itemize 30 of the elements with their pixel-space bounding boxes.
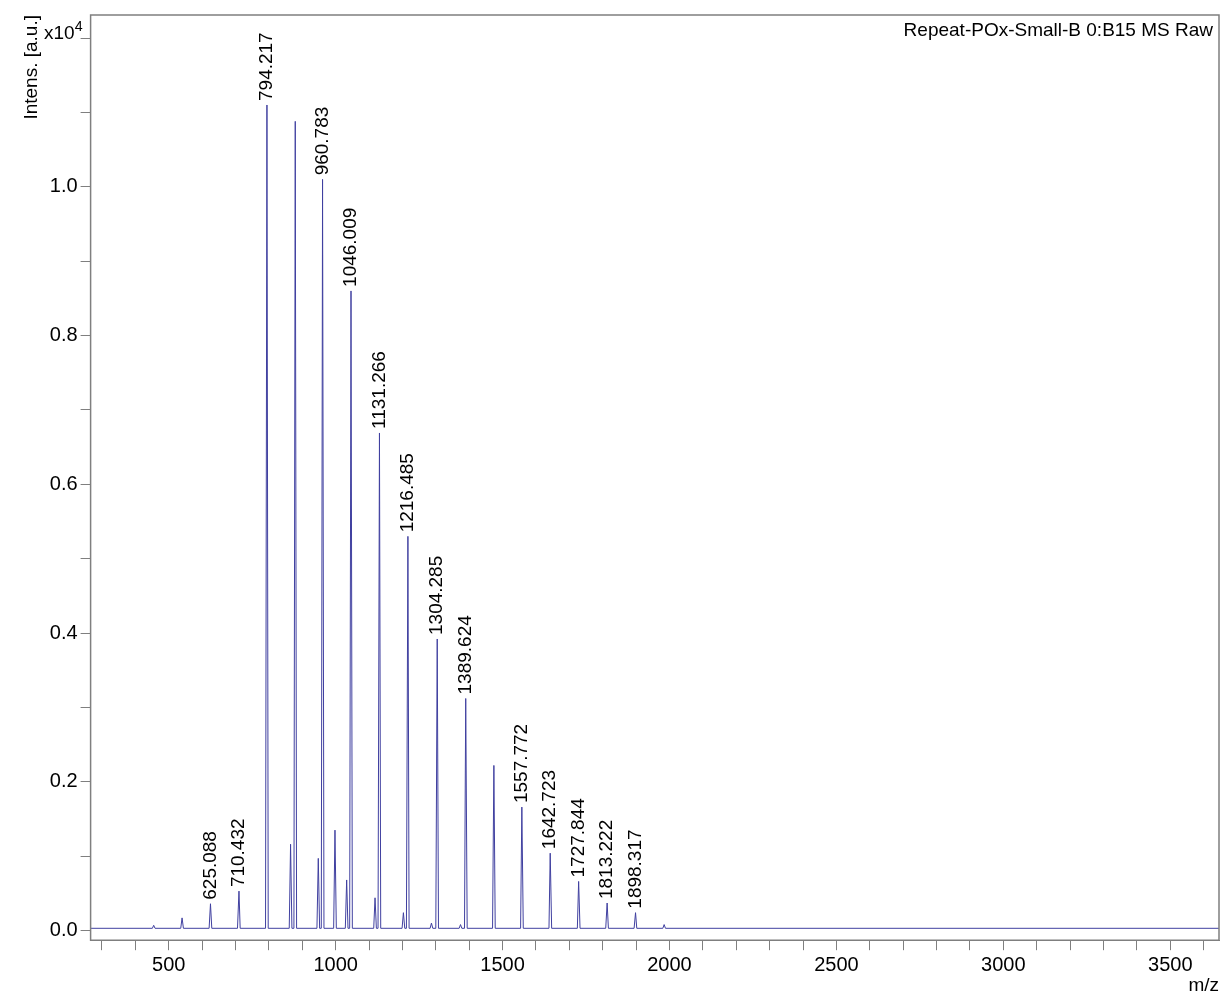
x-tick-label: 3500 bbox=[1148, 952, 1193, 975]
y-tick-label: 0.2 bbox=[49, 769, 78, 792]
y-tick-label: 0.4 bbox=[49, 620, 78, 643]
annotation: 1642.723 bbox=[538, 769, 560, 850]
annotation: Repeat-POx-Small-B 0:B15 MS Raw bbox=[903, 18, 1214, 40]
x-tick-label: 2000 bbox=[647, 952, 692, 975]
y-axis-title: Intens. [a.u.] bbox=[19, 15, 41, 120]
annotation: 1216.485 bbox=[396, 453, 418, 533]
annotation: 710.432 bbox=[227, 818, 249, 888]
y-tick-label: 0.0 bbox=[49, 918, 78, 941]
annotation: 1813.222 bbox=[595, 819, 617, 900]
annotation: 1389.624 bbox=[453, 614, 475, 695]
x-axis-title: m/z bbox=[1188, 973, 1219, 995]
annotation: 1727.844 bbox=[566, 797, 588, 878]
annotation: 1131.266 bbox=[367, 351, 389, 429]
x-tick-label: 1000 bbox=[313, 952, 358, 975]
y-tick-label: 0.8 bbox=[49, 323, 78, 346]
annotation: 1557.772 bbox=[510, 723, 532, 804]
x-tick-label: 3000 bbox=[981, 952, 1026, 975]
annotation: 960.783 bbox=[310, 106, 332, 176]
x-tick-label: 1500 bbox=[480, 952, 525, 975]
x-tick-label: 2500 bbox=[814, 952, 859, 975]
annotation: 1898.317 bbox=[623, 829, 645, 909]
annotation: 1304.285 bbox=[425, 555, 447, 635]
annotation: 1046.009 bbox=[339, 207, 361, 287]
y-tick-label: 1.0 bbox=[49, 174, 78, 197]
annotation: 794.217 bbox=[255, 32, 277, 101]
y-tick-label: 0.6 bbox=[49, 471, 78, 494]
annotation: 625.088 bbox=[198, 831, 220, 900]
x-tick-label: 500 bbox=[152, 952, 186, 975]
